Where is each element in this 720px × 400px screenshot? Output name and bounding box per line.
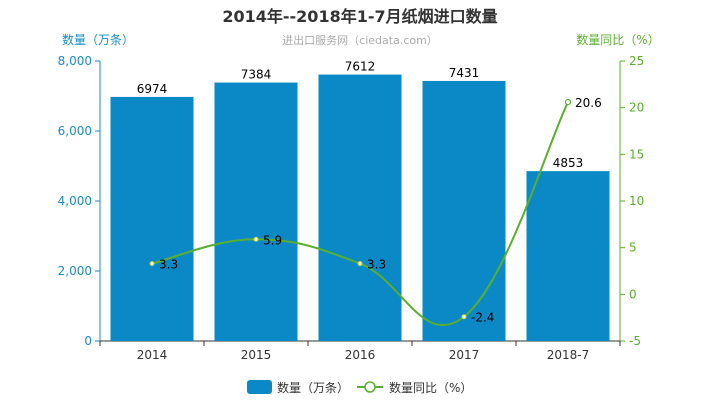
line-path	[151, 101, 569, 326]
legend: 数量（万条） 数量同比（%）	[247, 380, 472, 395]
bar-value-label: 6974	[137, 82, 168, 96]
x-axis-tick-label: 2017	[449, 348, 480, 362]
left-axis-title: 数量（万条）	[62, 32, 134, 47]
line-point	[149, 261, 155, 266]
bar-value-label: 4853	[553, 156, 584, 170]
bar-value-label: 7384	[241, 68, 272, 82]
bar-value-label: 7431	[449, 66, 480, 80]
bar	[110, 96, 194, 341]
legend-bar-label: 数量（万条）	[277, 380, 349, 395]
right-axis-tick-label: -5	[629, 334, 641, 348]
bar-series: 6974 7384 7612 7431 4853	[110, 60, 610, 341]
bar	[526, 171, 610, 341]
left-axis-tick-label: 6,000	[58, 124, 92, 138]
bar	[422, 80, 506, 341]
line-point	[357, 261, 363, 266]
right-axis-title: 数量同比（%）	[576, 32, 659, 47]
line-value-label: 20.6	[575, 96, 602, 110]
bar	[214, 82, 298, 341]
left-axis-tick-label: 8,000	[58, 54, 92, 68]
line-value-label: 3.3	[159, 258, 178, 272]
line-point	[461, 314, 467, 320]
left-axis-tick-label: 4,000	[58, 194, 92, 208]
chart-subtitle: 进出口服务网（ciedata.com）	[282, 33, 438, 47]
legend-line-marker	[364, 381, 376, 393]
right-axis-tick-label: 15	[629, 147, 644, 161]
x-axis-tick-label: 2015	[241, 348, 272, 362]
line-value-label: 3.3	[367, 258, 386, 272]
legend-bar-swatch	[247, 380, 272, 394]
left-axis-tick-label: 2,000	[58, 264, 92, 278]
right-axis-tick-label: 0	[629, 287, 637, 301]
left-axis-tick-label: 0	[84, 334, 92, 348]
right-axis-tick-label: 10	[629, 194, 644, 208]
right-axis-tick-label: 5	[629, 241, 637, 255]
right-axis-tick-label: 20	[629, 101, 644, 115]
line-value-label: -2.4	[471, 311, 494, 325]
bar-value-label: 7612	[345, 60, 376, 74]
line-series: 3.3 5.9 3.3 -2.4 20.6	[149, 96, 602, 326]
x-axis-tick-label: 2018-7	[547, 348, 590, 362]
right-axis-tick-label: 25	[629, 54, 644, 68]
chart-title: 2014年--2018年1-7月纸烟进口数量	[222, 7, 497, 26]
line-point	[253, 236, 259, 242]
bar	[318, 74, 402, 341]
x-axis-tick-label: 2014	[137, 348, 168, 362]
line-point	[564, 98, 572, 106]
line-value-label: 5.9	[263, 233, 282, 247]
x-axis-tick-label: 2016	[345, 348, 376, 362]
legend-line-label: 数量同比（%）	[389, 380, 472, 395]
